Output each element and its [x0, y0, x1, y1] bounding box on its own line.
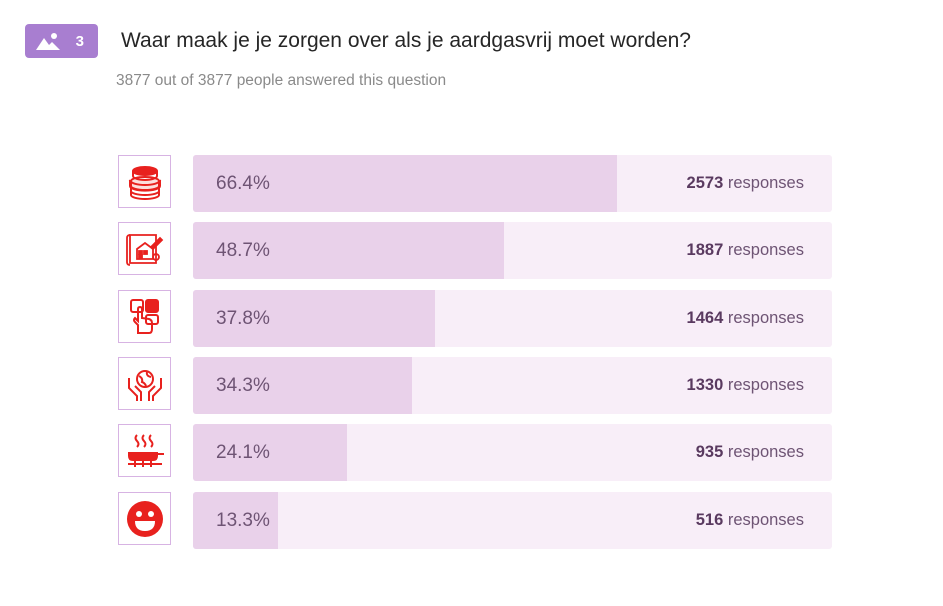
- percent-label: 48.7%: [216, 240, 270, 261]
- bar-fill: [193, 290, 435, 347]
- response-unit: responses: [727, 511, 804, 529]
- response-count: 516: [695, 511, 724, 529]
- bar-track: 13.3% 516 responses: [193, 492, 832, 549]
- smiley-icon: [118, 492, 171, 545]
- question-badge: 3: [25, 24, 98, 58]
- image-icon: [36, 33, 60, 50]
- response-count-label: 935 responses: [696, 424, 804, 481]
- percent-label: 34.3%: [216, 375, 270, 396]
- answered-connector: out of: [154, 72, 194, 89]
- bar-track: 37.8% 1464 responses: [193, 290, 832, 347]
- response-count: 1887: [686, 241, 724, 259]
- percent-label: 13.3%: [216, 510, 270, 531]
- answered-suffix: people answered this question: [236, 72, 447, 89]
- response-count: 2573: [686, 174, 724, 192]
- answered-summary: 3877 out of 3877 people answered this qu…: [116, 72, 446, 90]
- answered-count: 3877: [116, 72, 151, 89]
- answer-row: 13.3% 516 responses: [118, 492, 832, 549]
- coins-icon: [118, 155, 171, 208]
- response-unit: responses: [727, 309, 804, 327]
- tap-buttons-icon: [118, 290, 171, 343]
- percent-label: 24.1%: [216, 442, 270, 463]
- answer-row: 34.3% 1330 responses: [118, 357, 832, 414]
- response-count: 1464: [686, 309, 724, 327]
- bar-fill: [193, 357, 413, 414]
- response-unit: responses: [727, 376, 804, 394]
- percent-label: 37.8%: [216, 308, 270, 329]
- cooking-pan-icon: [118, 424, 171, 477]
- bar-track: 24.1% 935 responses: [193, 424, 832, 481]
- hands-globe-icon: [118, 357, 171, 410]
- bar-fill: [193, 155, 618, 212]
- house-plan-icon: [118, 222, 171, 275]
- response-count: 935: [695, 443, 724, 461]
- total-count: 3877: [197, 72, 233, 89]
- bar-fill: [193, 222, 505, 279]
- bar-track: 34.3% 1330 responses: [193, 357, 832, 414]
- response-count: 1330: [686, 376, 724, 394]
- answer-row: 66.4% 2573 responses: [118, 155, 832, 212]
- response-unit: responses: [727, 241, 804, 259]
- bar-fill: [193, 424, 347, 481]
- bar-fill: [193, 492, 278, 549]
- response-count-label: 2573 responses: [687, 155, 804, 212]
- bar-track: 48.7% 1887 responses: [193, 222, 832, 279]
- answer-row: 48.7% 1887 responses: [118, 222, 832, 279]
- response-unit: responses: [727, 443, 804, 461]
- response-count-label: 1464 responses: [687, 290, 804, 347]
- question-title: Waar maak je je zorgen over als je aardg…: [121, 29, 691, 52]
- response-count-label: 1330 responses: [687, 357, 804, 414]
- response-count-label: 1887 responses: [687, 222, 804, 279]
- response-count-label: 516 responses: [696, 492, 804, 549]
- answer-row: 37.8% 1464 responses: [118, 290, 832, 347]
- answer-row: 24.1% 935 responses: [118, 424, 832, 481]
- bar-track: 66.4% 2573 responses: [193, 155, 832, 212]
- percent-label: 66.4%: [216, 173, 270, 194]
- response-unit: responses: [727, 174, 804, 192]
- question-number: 3: [75, 32, 84, 50]
